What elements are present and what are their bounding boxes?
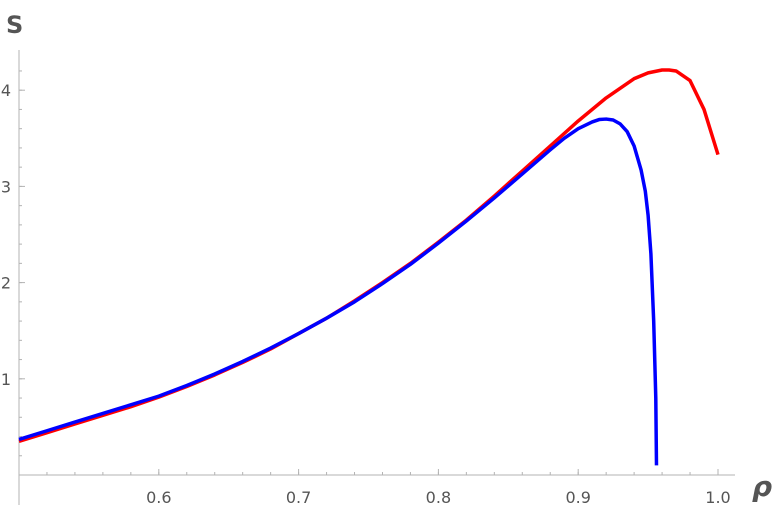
y-tick-label: 3 <box>1 177 11 196</box>
x-tick-label: 0.8 <box>426 488 451 507</box>
x-tick-label: 0.7 <box>286 488 311 507</box>
y-tick-label: 2 <box>1 274 11 293</box>
series-layer <box>18 68 720 466</box>
series-line-2 <box>18 117 659 466</box>
x-axis-title: ρ <box>752 470 772 503</box>
x-tick-label: 0.9 <box>565 488 590 507</box>
series-line-1 <box>18 68 720 444</box>
ticks: 0.6 0.7 0.8 0.9 1.0 1 2 3 4 <box>1 70 731 507</box>
y-tick-label: 4 <box>1 81 11 100</box>
axes <box>18 50 735 505</box>
y-axis-title: S <box>6 11 23 39</box>
x-tick-label: 1.0 <box>705 488 730 507</box>
x-tick-label: 0.6 <box>146 488 171 507</box>
y-tick-label: 1 <box>1 370 11 389</box>
